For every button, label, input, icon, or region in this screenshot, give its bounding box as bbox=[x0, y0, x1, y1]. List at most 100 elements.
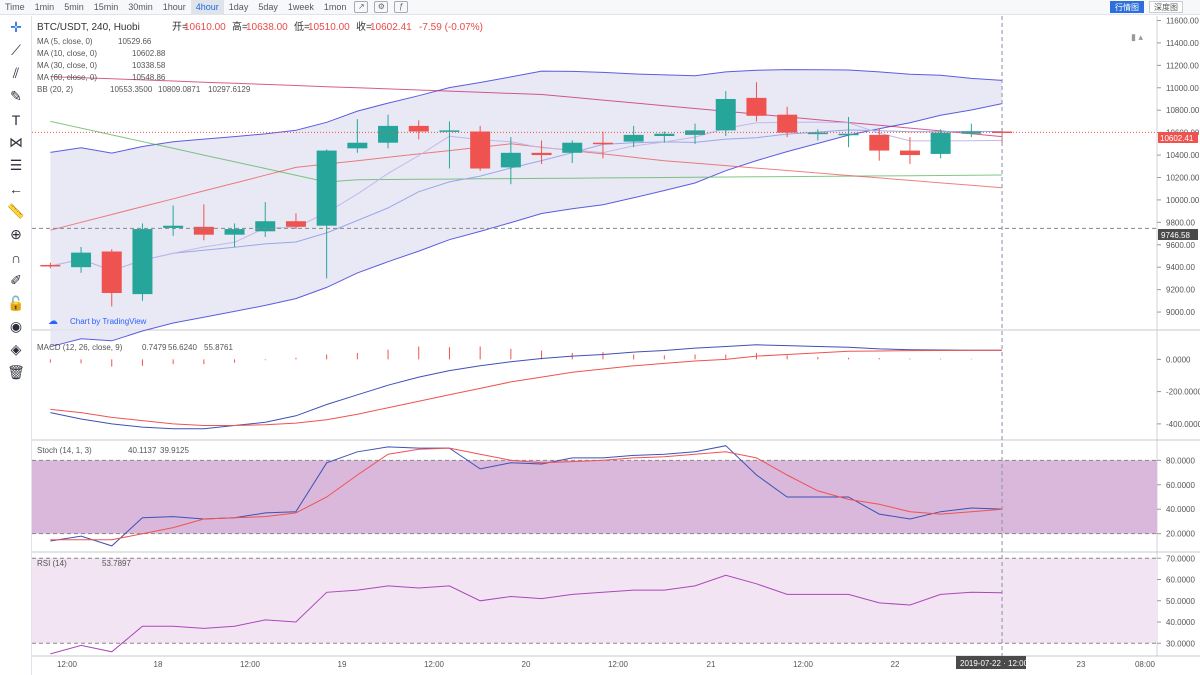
tf-1week[interactable]: 1week bbox=[287, 1, 314, 12]
candle-body-9 bbox=[316, 150, 337, 226]
back-arrow-icon[interactable]: ← bbox=[9, 180, 23, 197]
candle-body-7 bbox=[255, 221, 276, 232]
tf-1min[interactable]: 1min bbox=[34, 1, 55, 12]
brush-icon[interactable]: ✎ bbox=[10, 88, 22, 104]
crosshair-date-bg bbox=[956, 656, 1026, 669]
tf-30min[interactable]: 30min bbox=[128, 1, 153, 12]
magnet-icon[interactable]: ∩ bbox=[10, 249, 22, 266]
price-tick-label-3: 11000.00 bbox=[1166, 84, 1199, 93]
crosshair-icon[interactable]: ✛ bbox=[10, 19, 22, 35]
ma30-line bbox=[50, 120, 1003, 183]
candle-body-23 bbox=[746, 97, 767, 116]
rsi-pane: 70.0000 60.0000 50.0000 40.0000 30.0000 bbox=[32, 554, 1200, 657]
x-tick-label-4: 12:00 bbox=[424, 660, 445, 669]
stoch-band bbox=[32, 460, 1157, 534]
candle-body-13 bbox=[439, 130, 460, 132]
high-value: 10638.00 bbox=[246, 22, 288, 33]
tf-5min[interactable]: 5min bbox=[64, 1, 84, 12]
candle-body-26 bbox=[838, 133, 859, 136]
high-label: 高= bbox=[232, 20, 248, 33]
price-tick-label-2: 11200.00 bbox=[1166, 61, 1199, 70]
bb-lower-value: 10297.6129 bbox=[208, 85, 251, 94]
chart-type-icon[interactable]: ↗ bbox=[354, 1, 369, 13]
bb-basis-value: 10553.3500 bbox=[110, 85, 153, 94]
rsi-band bbox=[32, 558, 1157, 644]
drawing-toolbar: ✛ ⟋ ⫽ ✎ T ⋈ ☰ ← 📏 ⊕ ∩ ✐ 🔓 ◉ ◈ 🗑 bbox=[0, 16, 32, 675]
candle-body-22 bbox=[715, 98, 736, 131]
macd-tick-label-0: 0.0000 bbox=[1166, 355, 1191, 364]
tf-1mon[interactable]: 1mon bbox=[323, 1, 347, 12]
rsi-label: RSI (14) bbox=[37, 559, 67, 568]
rsi-line bbox=[50, 574, 1003, 655]
macd-line bbox=[50, 344, 1002, 430]
candle-body-12 bbox=[408, 125, 429, 132]
price-tick-label-4: 10800.00 bbox=[1166, 106, 1200, 115]
candle-body-25 bbox=[807, 132, 828, 135]
bollinger-band-fill bbox=[50, 69, 1003, 347]
rsi-tick-label-0: 70.0000 bbox=[1166, 554, 1195, 563]
lock-drawing-icon[interactable]: ✐ bbox=[10, 272, 22, 288]
zoom-icon[interactable]: ⊕ bbox=[10, 226, 22, 242]
macd-legend: MACD (12, 26, close, 9) 0.7479 56.6240 5… bbox=[37, 343, 233, 352]
stoch-k-value: 40.1137 bbox=[128, 446, 157, 455]
ma30-value: 10338.58 bbox=[132, 61, 166, 70]
ma60-value: 10548.86 bbox=[132, 73, 166, 82]
price-tick-label-10: 9600.00 bbox=[1166, 241, 1195, 250]
tf-15min[interactable]: 15min bbox=[93, 1, 119, 12]
candle-body-5 bbox=[193, 226, 214, 235]
x-axis: 12:00 18 12:00 19 12:00 20 12:00 21 12:00 22 23 08:… bbox=[57, 16, 1156, 669]
ruler-icon[interactable]: 📏 bbox=[7, 203, 25, 219]
rsi-tick-label-4: 30.0000 bbox=[1166, 639, 1195, 648]
candle-body-3 bbox=[132, 229, 153, 295]
candle-body-28 bbox=[899, 150, 920, 156]
x-tick-label-1: 18 bbox=[154, 660, 163, 669]
tf-1day[interactable]: 1day bbox=[228, 1, 249, 12]
candle-body-31 bbox=[992, 131, 1013, 134]
macd-tick-label-2: -400.0000 bbox=[1166, 420, 1200, 429]
stoch-tick-label-0: 80.0000 bbox=[1166, 456, 1195, 465]
text-icon[interactable]: T bbox=[11, 111, 21, 128]
crosshair-price: 9746.58 bbox=[1158, 229, 1198, 240]
tf-5day[interactable]: 5day bbox=[258, 1, 278, 12]
lock-icon[interactable]: 🔓 bbox=[7, 295, 25, 311]
stoch-d-value: 39.9125 bbox=[160, 446, 189, 455]
candle-body-8 bbox=[285, 221, 306, 227]
tf-4hour[interactable]: 4hour bbox=[190, 0, 224, 15]
candle-body-19 bbox=[623, 134, 644, 142]
watermark-text[interactable]: Chart by TradingView bbox=[70, 317, 147, 326]
ma10-value: 10602.88 bbox=[132, 49, 166, 58]
price-tick-label-9: 9800.00 bbox=[1166, 218, 1195, 227]
x-tick-label-0: 12:00 bbox=[57, 660, 78, 669]
price-pane: 11600.00 11400.00 11200.00 11000.00 10800.00… bbox=[32, 16, 1200, 656]
trash-icon[interactable]: 🗑 bbox=[7, 364, 25, 380]
price-tick-label-1: 11400.00 bbox=[1166, 39, 1199, 48]
time-label: Time bbox=[5, 1, 25, 12]
candle-body-20 bbox=[654, 133, 675, 136]
candle-body-1 bbox=[71, 252, 92, 268]
chart-area[interactable]: 11600.00 11400.00 11200.00 11000.00 10800.00… bbox=[32, 16, 1200, 675]
candle-body-17 bbox=[562, 142, 583, 153]
eye-icon[interactable]: ◉ bbox=[9, 318, 23, 334]
layers-icon[interactable]: ◈ bbox=[10, 341, 22, 357]
change-value: -7.59 (-0.07%) bbox=[419, 22, 483, 33]
depth-chart-button[interactable]: 深度图 bbox=[1149, 1, 1183, 13]
market-chart-button[interactable]: 行情图 bbox=[1110, 1, 1144, 13]
ma60-line bbox=[50, 76, 1003, 138]
low-label: 低= bbox=[294, 20, 310, 33]
pattern-icon[interactable]: ⋈ bbox=[9, 134, 23, 150]
bb-basis-line bbox=[50, 143, 1003, 231]
fib-icon[interactable]: ☰ bbox=[9, 157, 23, 173]
bb-upper-value: 10809.0871 bbox=[158, 85, 201, 94]
timeframe-bar: Time 1min 5min 15min 30min 1hour 4hour 1… bbox=[0, 0, 1200, 15]
stoch-legend: Stoch (14, 1, 3) 40.1137 39.9125 bbox=[37, 446, 189, 455]
trend-line-icon[interactable]: ⟋ bbox=[11, 42, 21, 58]
stoch-tick-label-1: 60.0000 bbox=[1166, 481, 1195, 490]
open-value: 10610.00 bbox=[184, 22, 226, 33]
tf-1hour[interactable]: 1hour bbox=[162, 1, 186, 12]
ma10-line bbox=[50, 129, 1003, 272]
pitchfork-icon[interactable]: ⫽ bbox=[12, 65, 20, 81]
settings-icon[interactable]: ⚙ bbox=[374, 1, 389, 13]
macd-signal-value: 55.8761 bbox=[204, 343, 233, 352]
indicators-icon[interactable]: ƒ bbox=[394, 1, 409, 13]
tradingview-watermark[interactable]: Chart by TradingView ☁ bbox=[48, 316, 147, 327]
